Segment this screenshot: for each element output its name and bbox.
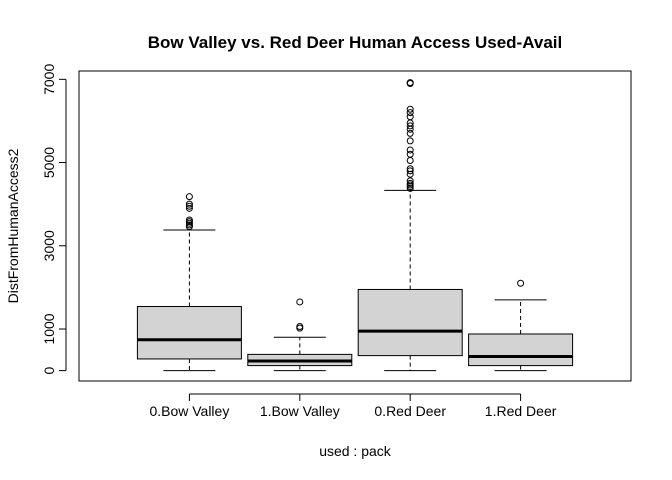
box-group (468, 279, 574, 372)
y-axis-label: DistFromHumanAccess2 (5, 148, 21, 303)
outlier-point (406, 150, 414, 158)
outlier-point (406, 146, 414, 154)
y-tick-label: 3000 (41, 230, 57, 261)
x-axis-label: used : pack (319, 443, 392, 459)
outlier-point (185, 193, 193, 201)
box (468, 333, 574, 367)
outlier-point (406, 156, 414, 164)
outlier-point (185, 204, 193, 212)
outlier-point (406, 167, 414, 175)
x-tick-label: 0.Bow Valley (149, 403, 229, 419)
x-tick-label: 0.Red Deer (374, 403, 446, 419)
outlier-point (185, 216, 193, 224)
outlier-point (517, 279, 525, 287)
outlier-point (406, 177, 414, 185)
y-tick-label: 7000 (41, 64, 57, 95)
outlier-point (406, 113, 414, 121)
x-tick-label: 1.Red Deer (485, 403, 557, 419)
outlier-point (406, 109, 414, 117)
box-group (247, 298, 353, 372)
box (136, 306, 242, 360)
outlier-point (406, 79, 414, 87)
outlier-point (296, 298, 304, 306)
outlier-point (406, 105, 414, 113)
x-axis: 0.Bow Valley 1.Bow Valley 0.Red Deer 1.Red … (149, 393, 557, 419)
box-group (357, 79, 463, 372)
box-group (136, 193, 242, 372)
plot-frame (78, 70, 632, 382)
outlier-point (185, 202, 193, 210)
y-tick-label: 0 (41, 366, 57, 374)
y-tick-label: 1000 (41, 313, 57, 344)
outlier-point (406, 122, 414, 130)
box-plots (136, 79, 574, 372)
outlier-point (406, 137, 414, 145)
y-axis: 0 1000 3000 5000 7000 (41, 64, 67, 374)
y-tick-label: 5000 (41, 147, 57, 178)
x-tick-label: 1.Bow Valley (260, 403, 340, 419)
chart-title: Bow Valley vs. Red Deer Human Access Use… (148, 33, 562, 52)
outlier-point (406, 129, 414, 137)
box (357, 288, 463, 357)
outlier-point (406, 170, 414, 178)
outlier-point (406, 165, 414, 173)
outlier-point (296, 322, 304, 330)
outlier-point (406, 179, 414, 187)
outlier-point (185, 200, 193, 208)
